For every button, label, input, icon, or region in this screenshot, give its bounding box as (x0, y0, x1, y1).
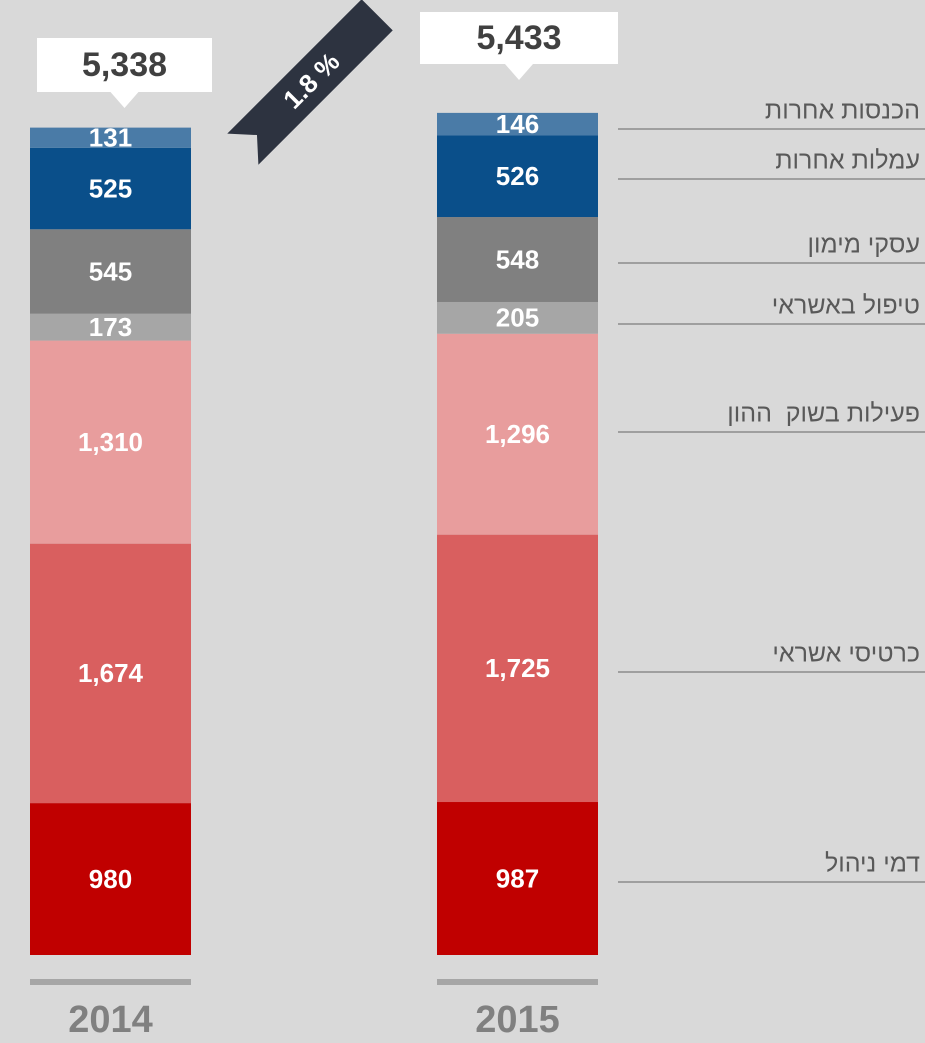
bar-segment (30, 340, 191, 544)
legend-label: עמלות אחרות (775, 147, 920, 175)
bar-segment (437, 217, 598, 302)
total-callout (420, 12, 618, 80)
bar-segment (30, 229, 191, 314)
segment-label: 525 (89, 173, 132, 203)
total-callout (37, 38, 212, 108)
legend-label: טיפול באשראי (772, 292, 920, 320)
legend-label: כרטיסי אשראי (772, 640, 920, 668)
bar-segment (30, 127, 191, 148)
legend-label: דמי ניהול (825, 850, 920, 878)
growth-ribbon: 1.8 % (227, 0, 393, 165)
x-tick-label: 2014 (68, 999, 153, 1041)
segment-label: 1,296 (485, 419, 550, 449)
total-label: 5,433 (476, 19, 561, 57)
segment-label: 545 (89, 256, 132, 286)
segment-label: 173 (89, 312, 132, 342)
legend-label: הכנסות אחרות (765, 97, 920, 125)
bar-segment (30, 543, 191, 804)
segment-label: 131 (89, 123, 132, 153)
axis-base (437, 979, 598, 985)
segment-label: 987 (496, 863, 539, 893)
segment-label: 205 (496, 303, 539, 333)
bar-segment (437, 301, 598, 334)
bar-segment (30, 147, 191, 230)
bar-segment (30, 803, 191, 955)
total-label: 5,338 (82, 46, 167, 84)
x-tick-label: 2015 (475, 999, 560, 1041)
segment-label: 1,725 (485, 653, 550, 683)
bar-segment (437, 333, 598, 535)
bar-segment (30, 313, 191, 341)
axis-base (30, 979, 191, 985)
segment-label: 1,674 (78, 658, 144, 688)
legend-label: עסקי מימון (808, 231, 920, 259)
bar-segment (437, 534, 598, 803)
ribbon-shape (227, 0, 393, 165)
bar-segment (437, 802, 598, 955)
segment-label: 1,310 (78, 427, 143, 457)
segment-label: 526 (496, 161, 539, 191)
bar-segment (437, 135, 598, 218)
segment-label: 980 (89, 864, 132, 894)
segment-label: 548 (496, 244, 539, 274)
segment-label: 146 (496, 109, 539, 139)
bar-segment (437, 112, 598, 136)
legend-label: פעילות בשוק ההון (727, 400, 920, 428)
